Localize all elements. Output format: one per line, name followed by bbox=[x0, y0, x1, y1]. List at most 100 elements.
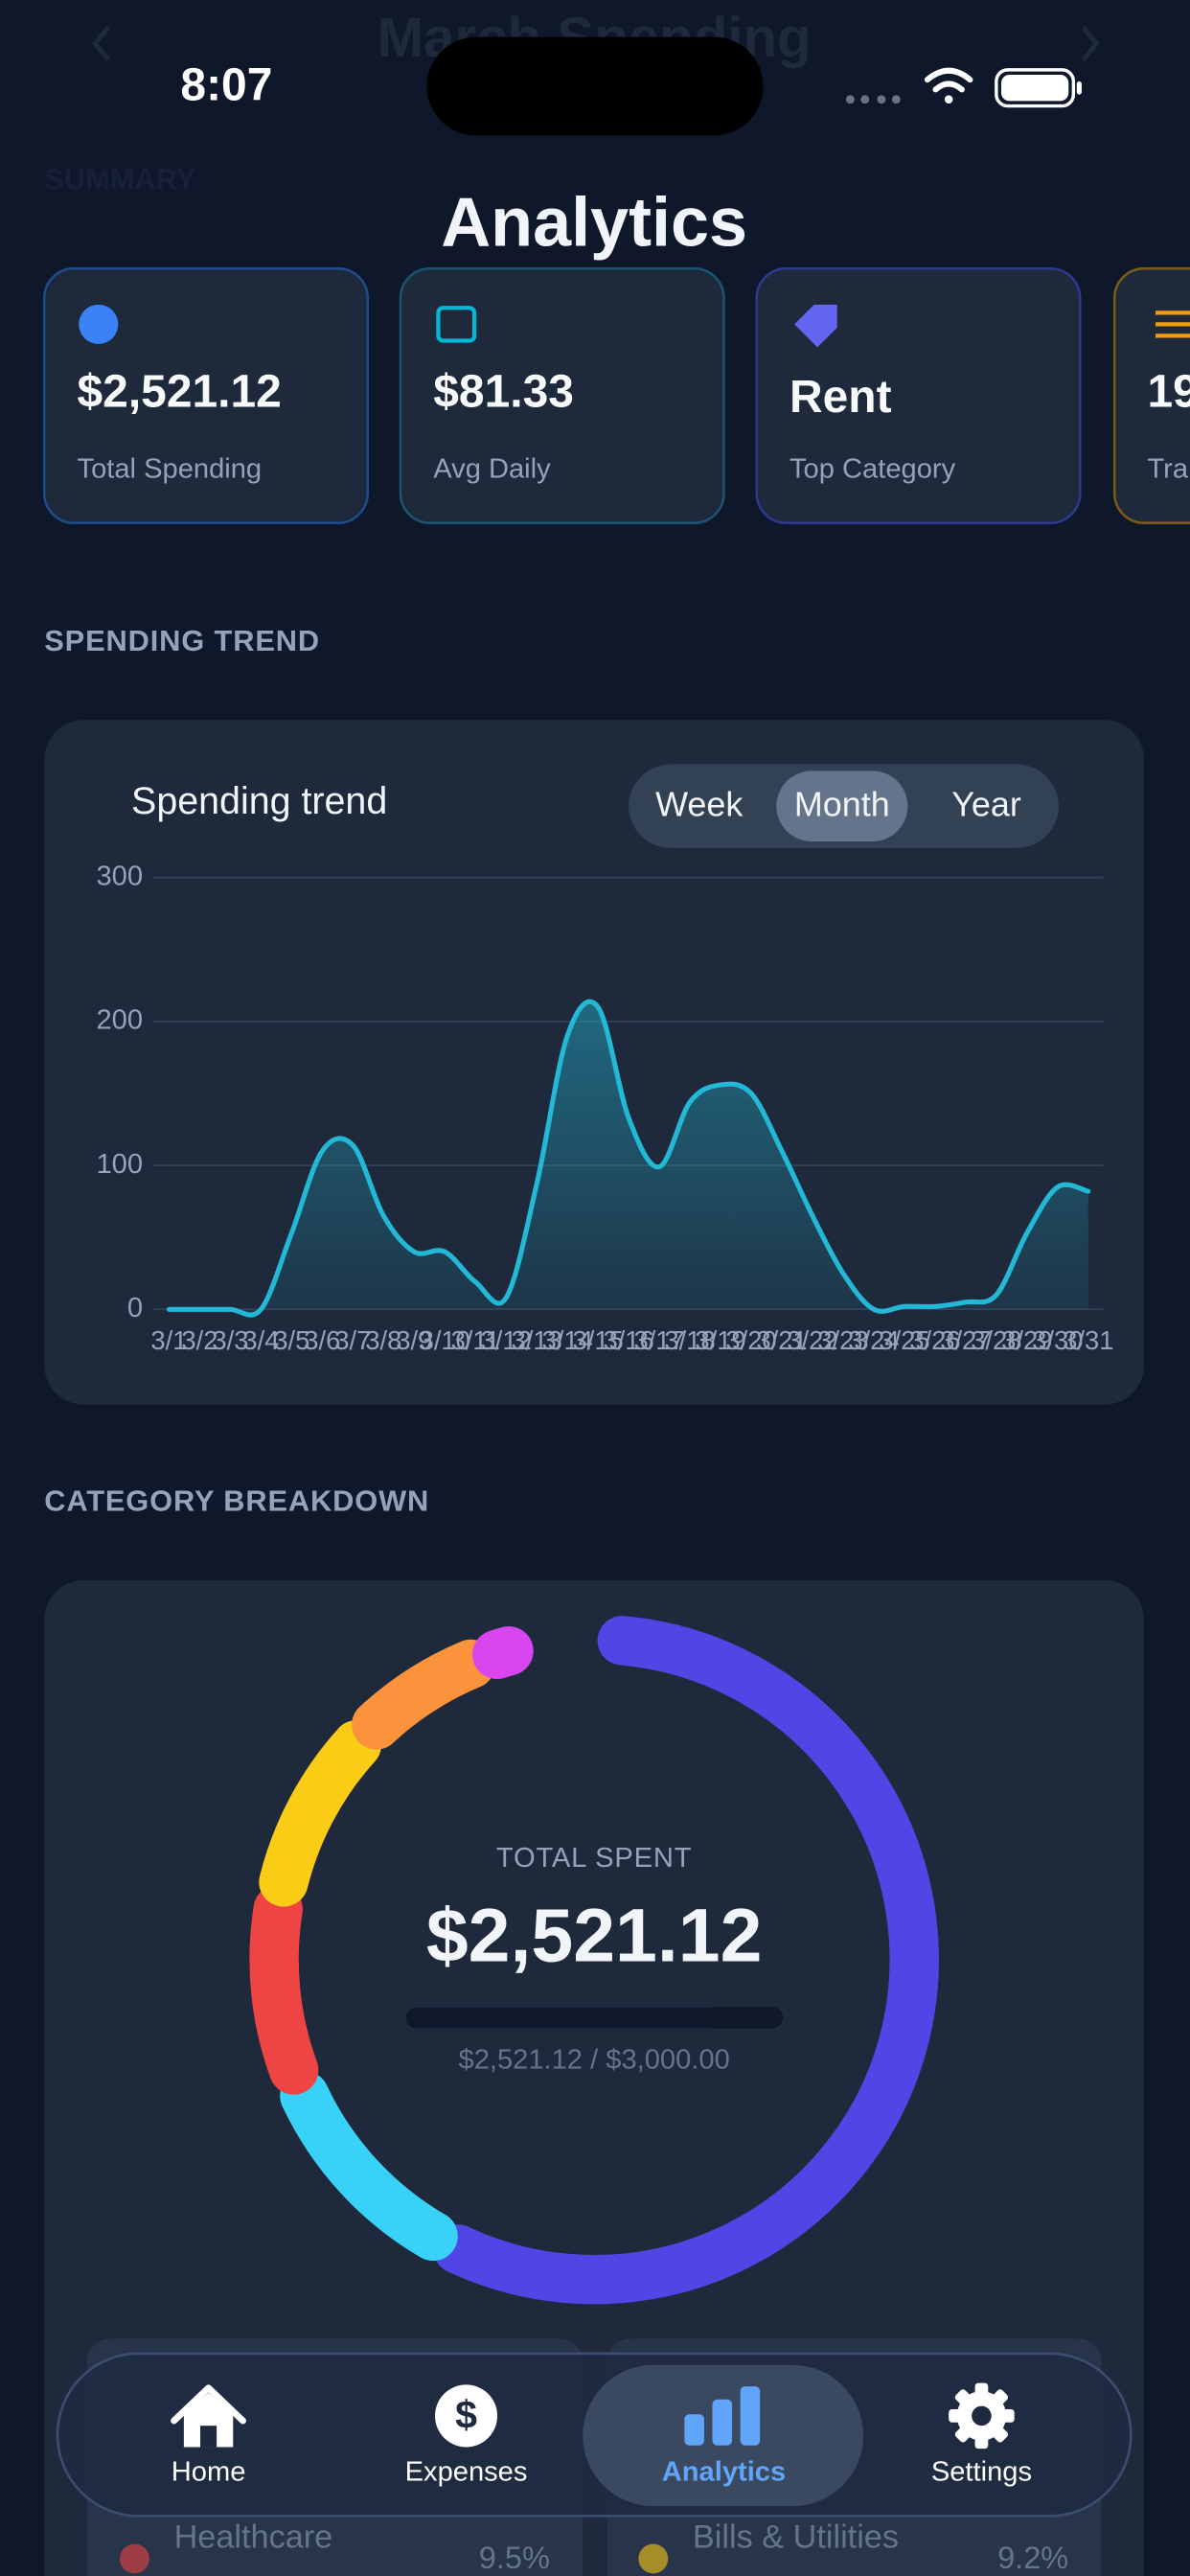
legend-name: Bills & Utilities bbox=[693, 2518, 899, 2555]
section-heading: SPENDING TREND bbox=[44, 624, 320, 657]
donut-segment bbox=[433, 1616, 939, 2305]
card-label: Avg Daily bbox=[433, 454, 551, 485]
svg-text:$: $ bbox=[455, 2392, 477, 2436]
x-tick-label: 3/15 bbox=[572, 1325, 623, 1355]
tab-label[interactable]: Expenses bbox=[405, 2457, 528, 2488]
card-label: Transactions bbox=[1147, 454, 1190, 485]
x-tick-label: 3/19 bbox=[695, 1325, 745, 1355]
x-tick-label: 3/17 bbox=[633, 1325, 684, 1355]
segment-option[interactable]: Year bbox=[951, 785, 1021, 824]
legend-dot bbox=[638, 2543, 669, 2574]
tab-labels: Home Expenses Analytics Settings bbox=[172, 2457, 1032, 2488]
card-label: Top Category bbox=[790, 454, 956, 485]
tab-label[interactable]: Home bbox=[172, 2457, 246, 2488]
card-icon bbox=[794, 304, 837, 348]
x-tick-label: 3/30 bbox=[1032, 1325, 1083, 1355]
segment-option[interactable]: Week bbox=[655, 785, 744, 824]
x-tick-label: 3/11 bbox=[451, 1325, 500, 1355]
y-tick-label: 100 bbox=[96, 1149, 143, 1180]
segment-option[interactable]: Month bbox=[794, 785, 890, 824]
donut-segment bbox=[280, 2071, 458, 2262]
battery-icon bbox=[995, 68, 1082, 108]
expenses-icon: $ bbox=[434, 2384, 498, 2448]
donut-center-label: TOTAL SPENT bbox=[496, 1843, 693, 1874]
x-tick-label: 3/1 bbox=[150, 1325, 187, 1355]
card-icon bbox=[1156, 310, 1190, 338]
tab-label[interactable]: Analytics bbox=[662, 2457, 786, 2488]
x-tick-label: 3/3 bbox=[212, 1325, 248, 1355]
section-heading: CATEGORY BREAKDOWN bbox=[44, 1484, 429, 1518]
x-tick-label: 3/7 bbox=[334, 1325, 371, 1355]
legend: Healthcare 9.5% Bills & Utilities 9.2% bbox=[120, 2518, 1068, 2575]
status-time: 8:07 bbox=[180, 59, 272, 110]
line-series bbox=[166, 999, 1091, 1318]
x-tick-label: 3/28 bbox=[971, 1325, 1021, 1355]
x-tick-label: 3/24 bbox=[848, 1325, 899, 1355]
x-tick-label: 3/27 bbox=[940, 1325, 991, 1355]
x-tick-label: 3/16 bbox=[603, 1325, 653, 1355]
card-value: $2,521.12 bbox=[78, 367, 282, 418]
x-tick-label: 3/25 bbox=[879, 1325, 929, 1355]
x-tick-label: 3/10 bbox=[420, 1325, 470, 1355]
donut-segment bbox=[249, 1884, 319, 2095]
legend-dot bbox=[120, 2543, 149, 2574]
summary-cards: $2,521.12 Total Spending $81.33 Avg Daily Re… bbox=[42, 266, 1190, 524]
x-tick-label: 3/5 bbox=[273, 1325, 309, 1355]
donut-segment bbox=[352, 1639, 496, 1750]
segment-selected bbox=[776, 770, 908, 842]
legend-name: Healthcare bbox=[174, 2518, 333, 2555]
x-tick-label: 3/12 bbox=[481, 1325, 532, 1355]
signal-icon bbox=[845, 95, 901, 104]
card-label: Total Spending bbox=[78, 454, 263, 485]
y-tick-label: 0 bbox=[127, 1293, 143, 1323]
ghost-section: SUMMARY bbox=[44, 163, 196, 196]
summary-card bbox=[755, 266, 1082, 524]
x-tick-label: 3/8 bbox=[365, 1325, 401, 1355]
summary-card bbox=[42, 266, 370, 524]
wifi-icon bbox=[924, 67, 973, 104]
y-tick-label: 200 bbox=[96, 1005, 143, 1036]
card-value: 19 bbox=[1147, 367, 1190, 418]
x-tick-label: 3/31 bbox=[1063, 1325, 1113, 1355]
x-tick-label: 3/29 bbox=[1001, 1325, 1052, 1355]
budget-track bbox=[405, 2007, 784, 2029]
analytics-icon bbox=[684, 2386, 761, 2446]
donut-segment bbox=[471, 1626, 534, 1680]
card-icon bbox=[79, 304, 119, 344]
x-tick-label: 3/4 bbox=[242, 1325, 279, 1355]
x-tick-label: 3/20 bbox=[725, 1325, 776, 1355]
chart-title: Spending trend bbox=[131, 780, 387, 822]
donut-center-value: $2,521.12 bbox=[426, 1894, 763, 1978]
line-area bbox=[169, 1001, 1088, 1316]
x-tick-label: 3/21 bbox=[756, 1325, 807, 1355]
x-tick-label: 3/22 bbox=[787, 1325, 837, 1355]
x-tick-label: 3/13 bbox=[512, 1325, 562, 1355]
settings-icon bbox=[949, 2382, 1015, 2450]
card-value: Rent bbox=[790, 372, 892, 423]
budget-label: $2,521.12 / $3,000.00 bbox=[459, 2045, 730, 2076]
page-title: Analytics bbox=[441, 184, 747, 261]
legend-value: 9.5% bbox=[479, 2541, 550, 2575]
summary-card bbox=[1112, 266, 1190, 524]
ghost-back-arrow bbox=[92, 25, 111, 62]
x-tick-label: 3/9 bbox=[396, 1325, 432, 1355]
card-icon bbox=[436, 306, 477, 343]
card-value: $81.33 bbox=[433, 367, 574, 418]
x-tick-label: 3/26 bbox=[909, 1325, 960, 1355]
y-tick-label: 300 bbox=[96, 861, 143, 891]
x-tick-label: 3/6 bbox=[304, 1325, 340, 1355]
summary-card bbox=[399, 266, 725, 524]
donut-segment bbox=[259, 1719, 382, 1907]
home-icon bbox=[171, 2384, 246, 2448]
x-tick-label: 3/2 bbox=[181, 1325, 217, 1355]
tab-label[interactable]: Settings bbox=[931, 2457, 1032, 2488]
ghost-forward-arrow bbox=[1081, 25, 1100, 62]
chart: Week Month Year01002003003/13/23/33/43/53/… bbox=[96, 770, 1113, 1355]
dynamic-island bbox=[426, 36, 764, 136]
x-tick-label: 3/14 bbox=[542, 1325, 593, 1355]
x-tick-label: 3/23 bbox=[817, 1325, 868, 1355]
legend-value: 9.2% bbox=[997, 2541, 1068, 2575]
x-tick-label: 3/18 bbox=[664, 1325, 715, 1355]
